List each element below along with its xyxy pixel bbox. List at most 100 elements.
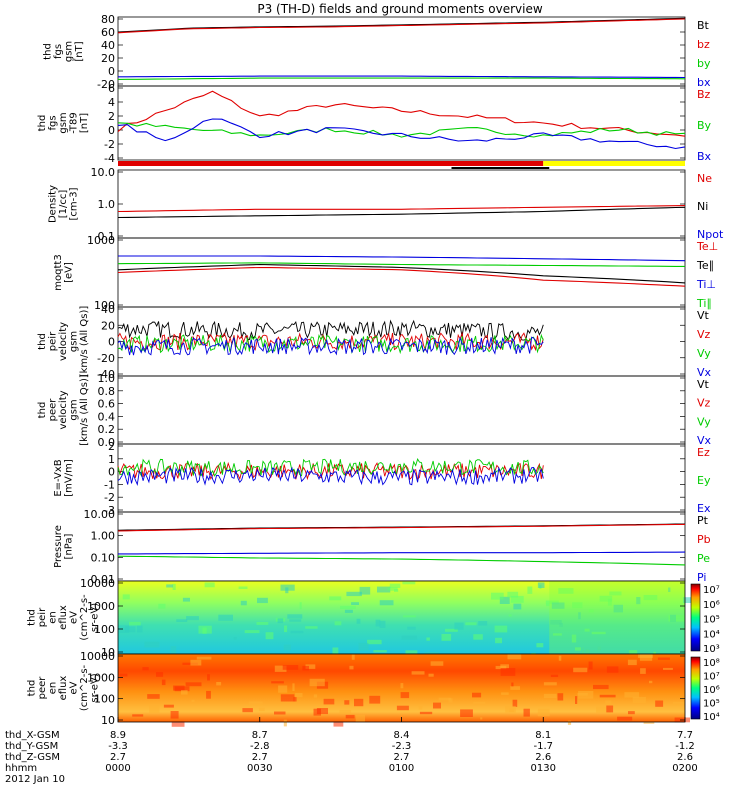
spectrogram-cell xyxy=(367,639,382,645)
spectrogram-cell xyxy=(501,692,509,695)
y-axis-label: gsm xyxy=(69,399,80,420)
y-tick-label: -2 xyxy=(104,491,115,504)
y-axis-label: sr-eV) xyxy=(90,673,101,702)
spectrogram-cell xyxy=(233,637,237,640)
y-tick-label: 0 xyxy=(108,336,115,349)
y-axis-label: fgs xyxy=(48,115,59,130)
spectrogram-cell xyxy=(181,690,188,695)
y-axis-label: [nT] xyxy=(74,41,85,61)
spectrogram-cell xyxy=(339,709,352,714)
y-tick-label: 0 xyxy=(108,65,115,78)
spectrogram-cell xyxy=(494,625,508,633)
spectrogram-cell xyxy=(559,623,563,627)
spectrogram-cell xyxy=(402,581,416,585)
spectrogram-cell xyxy=(643,595,658,601)
spectrogram-cell xyxy=(543,682,557,686)
spectrogram-cell xyxy=(636,597,641,605)
spectrogram-cell xyxy=(575,696,578,704)
colorbar-label: 10⁶ xyxy=(703,685,720,696)
spectrogram-cell xyxy=(333,721,344,727)
colorbar-label: 10⁷ xyxy=(703,672,720,683)
y-axis-label: (cm^2-s- xyxy=(79,664,90,711)
y-tick-label: -40 xyxy=(97,368,115,381)
x-axis-row-label: 2012 Jan 10 xyxy=(5,774,65,785)
spectrogram-cell xyxy=(377,586,391,593)
y-axis-label: thd xyxy=(37,333,48,350)
spectrogram-cell xyxy=(649,680,653,684)
y-tick-label: 100 xyxy=(94,299,115,312)
spectrogram-cell xyxy=(577,693,588,696)
spectrogram-cell xyxy=(156,672,164,677)
spectrogram-cell xyxy=(346,591,362,597)
y-tick-label: 10.0 xyxy=(91,166,116,179)
spectrogram-cell xyxy=(511,682,514,687)
y-tick-label: 10 xyxy=(101,646,115,659)
spectrogram-cell xyxy=(329,596,342,601)
spectrogram-cell xyxy=(639,654,653,661)
spectrogram-cell xyxy=(441,634,452,641)
y-tick-label: 1.0 xyxy=(98,372,116,385)
spectrogram-cell xyxy=(403,615,416,618)
spectrogram-cell xyxy=(309,678,325,687)
spectrogram-cell xyxy=(190,659,202,666)
spectrogram-cell xyxy=(248,701,263,706)
legend-bz: bz xyxy=(697,38,710,51)
y-axis-label: gsm xyxy=(69,331,80,352)
y-tick-label: -2 xyxy=(104,138,115,151)
x-tick-label: -1.7 xyxy=(533,741,553,752)
spectrogram-cell xyxy=(508,614,512,617)
spectrogram-cell xyxy=(545,600,559,605)
spectrogram-cell xyxy=(282,665,299,670)
spectrogram-cell xyxy=(182,597,190,602)
spectrogram-cell xyxy=(344,700,350,705)
spectrogram-cell xyxy=(379,600,394,606)
spectrogram-cell xyxy=(572,602,583,609)
x-tick-label: -1.2 xyxy=(675,741,695,752)
spectrogram-cell xyxy=(129,621,141,626)
spectrogram-cell xyxy=(617,716,633,721)
x-tick-label: 0130 xyxy=(531,763,556,774)
legend-Te⊥: Te⊥ xyxy=(696,240,718,253)
spectrogram-cell xyxy=(277,618,284,624)
spectrogram-cell xyxy=(287,614,303,619)
spectrogram-cell xyxy=(358,642,369,651)
legend-By: By xyxy=(697,119,712,132)
spectrogram-cell xyxy=(125,626,136,633)
panel-5: 1.00.80.60.40.20.0 thd peer velocity gsm [km/… xyxy=(37,372,712,449)
legend-Ne: Ne xyxy=(697,172,712,185)
spectrogram-cell xyxy=(495,637,502,644)
spectrogram-cell xyxy=(292,683,295,691)
colorbar xyxy=(690,583,701,652)
y-axis-label: thd xyxy=(37,115,48,132)
y-axis-label: peir xyxy=(37,607,48,627)
spectrogram-cell xyxy=(593,684,609,690)
y-axis-label: en xyxy=(48,611,59,624)
y-axis-label: Density xyxy=(48,185,59,223)
colorbar-label: 10⁴ xyxy=(703,629,720,640)
series-Ey xyxy=(117,458,544,478)
spectrogram-cell xyxy=(400,683,404,689)
series-Vt xyxy=(117,319,544,341)
spectrogram-cell xyxy=(558,655,562,661)
spectrogram-cell xyxy=(655,700,664,707)
series-bx xyxy=(118,75,686,79)
y-axis-label: eflux xyxy=(58,676,69,701)
spectrogram-cell xyxy=(523,708,530,717)
spectrogram-cell xyxy=(460,709,473,717)
y-axis-label: eflux xyxy=(58,605,69,630)
spectrogram-cell xyxy=(624,692,640,698)
spectrogram-cell xyxy=(597,646,601,651)
spectrogram-cell xyxy=(551,602,565,609)
series-Ti⊥ xyxy=(118,255,686,262)
y-tick-label: 20 xyxy=(101,319,115,332)
spectrogram-cell xyxy=(613,604,623,613)
panel-frame xyxy=(117,169,686,239)
spectrogram-cell xyxy=(299,602,302,610)
series-Pi xyxy=(118,551,686,555)
y-axis-label: thd xyxy=(37,402,48,419)
spectrogram-cell xyxy=(373,650,387,653)
panel-frame xyxy=(117,306,686,377)
x-axis-row-label: hhmm xyxy=(5,763,37,774)
spectrogram-cell xyxy=(305,626,318,629)
spectrogram-cell xyxy=(334,621,342,626)
